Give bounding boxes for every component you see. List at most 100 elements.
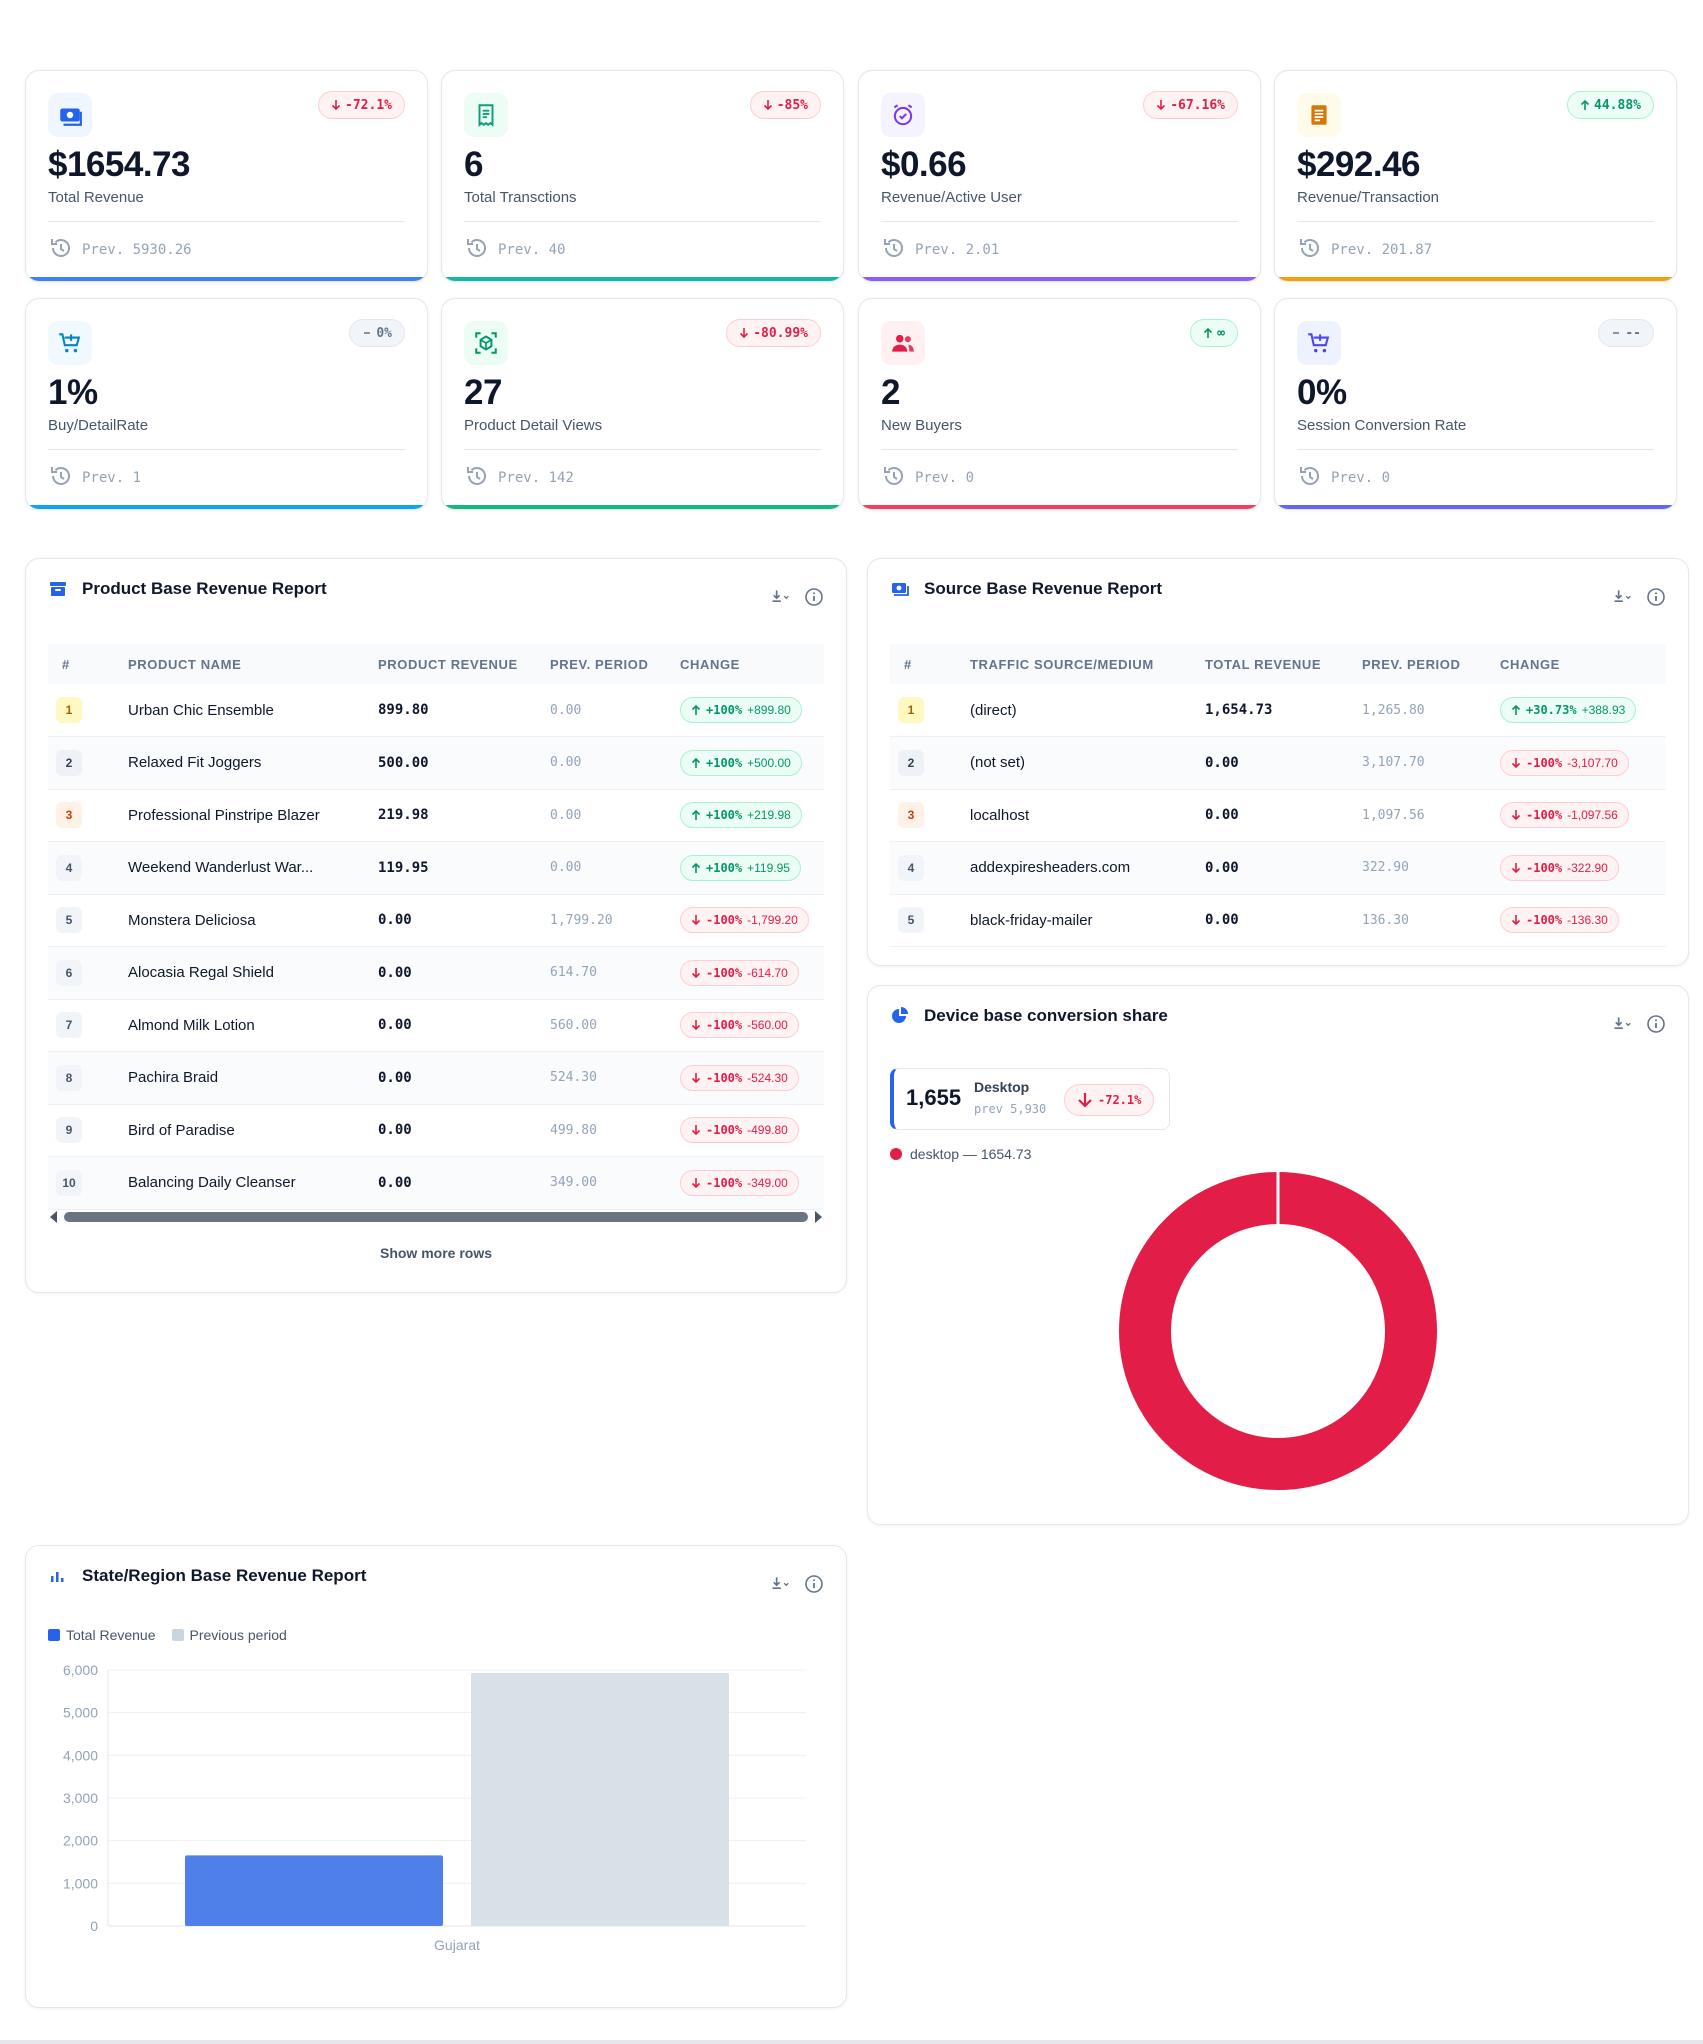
history-icon <box>464 235 490 265</box>
revenue-cell: 899.80 <box>370 684 542 737</box>
prev-period-cell: 0.00 <box>542 684 672 737</box>
column-header[interactable]: # <box>890 644 962 684</box>
download-icon[interactable] <box>770 1574 790 1594</box>
panel-title: Product Base Revenue Report <box>82 579 327 598</box>
table-row[interactable]: 3 Professional Pinstripe Blazer 219.98 0… <box>48 789 824 842</box>
kpi-label: Revenue/Active User <box>881 189 1022 206</box>
column-header[interactable]: PRODUCT REVENUE <box>370 644 542 684</box>
rank-badge: 4 <box>898 854 924 881</box>
rank-badge: 3 <box>898 802 924 829</box>
donut-slice-desktop[interactable] <box>1119 1172 1437 1490</box>
rank-badge: 1 <box>56 697 82 723</box>
info-icon[interactable] <box>804 587 824 607</box>
state-region-panel: State/Region Base Revenue Report Total R… <box>25 1545 847 2008</box>
table-row[interactable]: 1 (direct) 1,654.73 1,265.80 +30.73% +388… <box>890 684 1666 737</box>
kpi-prev: Prev. 0 <box>1297 463 1390 493</box>
kpi-card: 0% 1% Buy/DetailRate Prev. 1 <box>25 298 428 510</box>
info-icon[interactable] <box>804 1574 824 1594</box>
column-header[interactable]: TOTAL REVENUE <box>1197 644 1354 684</box>
history-icon <box>48 235 74 265</box>
table-row[interactable]: 7 Almond Milk Lotion 0.00 560.00 -100% -5… <box>48 999 824 1052</box>
rank-cell: 6 <box>48 946 120 1000</box>
horizontal-scrollbar[interactable] <box>48 1209 824 1225</box>
column-header[interactable]: CHANGE <box>672 644 824 684</box>
change-badge: +100% +500.00 <box>680 749 802 776</box>
kpi-label: Revenue/Transaction <box>1297 189 1440 206</box>
download-icon[interactable] <box>1612 587 1632 607</box>
change-cell: +30.73% +388.93 <box>1492 684 1666 737</box>
scroll-right-icon[interactable] <box>814 1210 824 1224</box>
kpi-change-badge: 0% <box>349 319 405 347</box>
change-badge: +100% +219.98 <box>680 802 802 829</box>
prev-period-cell: 560.00 <box>542 999 672 1052</box>
bar-previous-period[interactable] <box>471 1672 729 1926</box>
change-badge: -100% -560.00 <box>680 1012 799 1039</box>
name-cell: Monstera Deliciosa <box>120 894 370 947</box>
kpi-change-badge: -- <box>1598 319 1654 347</box>
table-row[interactable]: 8 Pachira Braid 0.00 524.30 -100% -524.30 <box>48 1051 824 1105</box>
table-row[interactable]: 10 Balancing Daily Cleanser 0.00 349.00 … <box>48 1156 824 1210</box>
document-icon <box>1297 93 1341 137</box>
arrow-down-icon <box>1511 915 1521 926</box>
kpi-change-badge: -67.16% <box>1143 91 1238 119</box>
arrow-down-icon <box>1157 100 1166 111</box>
divider <box>1297 449 1654 450</box>
history-icon <box>48 463 74 493</box>
table-row[interactable]: 4 addexpiresheaders.com 0.00 322.90 -100… <box>890 841 1666 895</box>
panel-title: State/Region Base Revenue Report <box>82 1566 367 1585</box>
arrow-up-icon <box>691 704 701 715</box>
state-region-bar-chart: 6,000 5,000 4,000 3,000 2,000 1,000 0 Gujarat <box>63 1662 806 1953</box>
change-badge: -100% -524.30 <box>680 1064 799 1091</box>
show-more-rows-button[interactable]: Show more rows <box>379 1245 493 1261</box>
y-tick-label: 5,000 <box>63 1705 98 1721</box>
table-row[interactable]: 9 Bird of Paradise 0.00 499.80 -100% -499… <box>48 1104 824 1157</box>
scroll-left-icon[interactable] <box>48 1210 58 1224</box>
column-header[interactable]: PREV. PERIOD <box>542 644 672 684</box>
change-badge: -100% -322.90 <box>1500 854 1619 881</box>
arrow-down-icon <box>1511 862 1521 873</box>
table-row[interactable]: 4 Weekend Wanderlust War... 119.95 0.00 … <box>48 841 824 895</box>
prev-period-cell: 136.30 <box>1354 894 1492 947</box>
name-cell: Bird of Paradise <box>120 1104 370 1157</box>
y-tick-label: 6,000 <box>63 1662 98 1678</box>
scrollbar-thumb[interactable] <box>64 1212 808 1222</box>
column-header[interactable]: CHANGE <box>1492 644 1666 684</box>
legend-item-previous-period[interactable]: Previous period <box>171 1627 287 1643</box>
arrow-down-icon <box>691 915 701 926</box>
kpi-accent-bar <box>26 505 427 509</box>
kpi-label: Session Conversion Rate <box>1297 417 1467 434</box>
device-stat-change: -72.1% <box>1064 1084 1155 1116</box>
table-row[interactable]: 2 Relaxed Fit Joggers 500.00 0.00 +100% +… <box>48 736 824 790</box>
table-row[interactable]: 2 (not set) 0.00 3,107.70 -100% -3,107.70 <box>890 736 1666 790</box>
table-row[interactable]: 6 Alocasia Regal Shield 0.00 614.70 -100… <box>48 946 824 1000</box>
table-row[interactable]: 5 Monstera Deliciosa 0.00 1,799.20 -100%… <box>48 894 824 947</box>
rank-cell: 7 <box>48 999 120 1052</box>
kpi-value: 6 <box>464 145 483 184</box>
column-header[interactable]: # <box>48 644 120 684</box>
table-row[interactable]: 1 Urban Chic Ensemble 899.80 0.00 +100% +… <box>48 684 824 737</box>
column-header[interactable]: PREV. PERIOD <box>1354 644 1492 684</box>
info-icon[interactable] <box>1646 587 1666 607</box>
rank-cell: 4 <box>48 841 120 895</box>
table-row[interactable]: 3 localhost 0.00 1,097.56 -100% -1,097.56 <box>890 789 1666 842</box>
arrow-down-icon <box>691 1072 701 1083</box>
info-icon[interactable] <box>1646 1014 1666 1034</box>
device-legend[interactable]: desktop — 1654.73 <box>890 1146 1031 1162</box>
name-cell: (not set) <box>962 736 1197 790</box>
change-badge: -100% -499.80 <box>680 1117 799 1144</box>
arrow-up-icon <box>691 862 701 873</box>
column-header[interactable]: PRODUCT NAME <box>120 644 370 684</box>
bar-total-revenue[interactable] <box>185 1855 443 1926</box>
legend-label: Previous period <box>189 1627 287 1643</box>
download-icon[interactable] <box>1612 1014 1632 1034</box>
legend-item-total-revenue[interactable]: Total Revenue <box>48 1627 156 1643</box>
arrow-up-icon <box>1511 704 1521 715</box>
column-header[interactable]: TRAFFIC SOURCE/MEDIUM <box>962 644 1197 684</box>
panel-title: Device base conversion share <box>924 1006 1168 1025</box>
table-row[interactable]: 5 black-friday-mailer 0.00 136.30 -100% -… <box>890 894 1666 947</box>
change-badge: -100% -1,799.20 <box>680 907 809 934</box>
box-scan-icon <box>464 321 508 365</box>
kpi-card: -72.1% $1654.73 Total Revenue Prev. 5930… <box>25 70 428 282</box>
download-icon[interactable] <box>770 587 790 607</box>
kpi-accent-bar <box>859 505 1260 509</box>
